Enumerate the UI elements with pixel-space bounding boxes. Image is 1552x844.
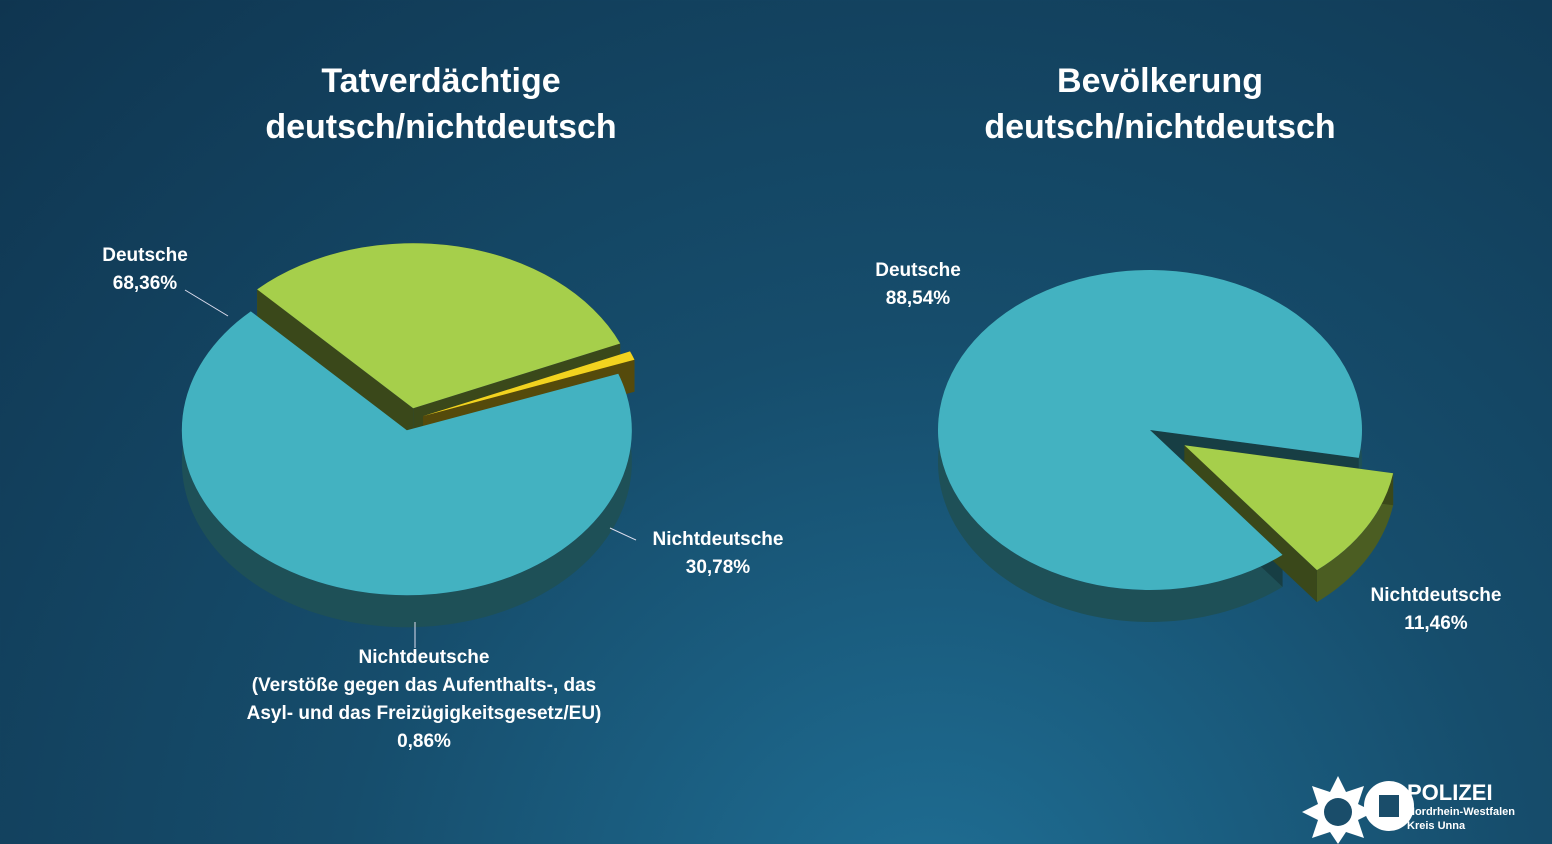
category-label: Deutsche xyxy=(102,245,188,266)
category-label: Deutsche xyxy=(875,260,961,281)
category-label: Nichtdeutsche xyxy=(1370,585,1502,606)
pie-edge xyxy=(1184,445,1317,603)
pie-edge xyxy=(257,289,414,441)
chart-title: Tatverdächtige deutsch/nichtdeutsch xyxy=(265,62,617,146)
value-label: 0,86% xyxy=(397,731,451,752)
leader-line xyxy=(184,289,229,317)
pie-side xyxy=(1316,473,1394,603)
data-label: Deutsche 88,54% xyxy=(708,257,1128,313)
category-label: Nichtdeutsche (Verstöße gegen das Aufent… xyxy=(246,647,602,724)
logo-line: Nordrhein-Westfalen xyxy=(1407,806,1515,818)
category-label: Nichtdeutsche xyxy=(652,529,784,550)
pie-slice xyxy=(257,243,621,409)
pie-slice xyxy=(1184,445,1394,571)
value-label: 88,54% xyxy=(885,288,951,309)
leader-line xyxy=(609,527,637,541)
value-label: 30,78% xyxy=(685,557,751,578)
chart-title: Bevölkerung deutsch/nichtdeutsch xyxy=(984,62,1336,146)
pie-slice xyxy=(423,351,635,417)
data-label: Nichtdeutsche (Verstöße gegen das Aufent… xyxy=(214,644,634,756)
pie-slice xyxy=(938,270,1362,590)
logo-emblem xyxy=(1302,776,1414,844)
data-label: Deutsche 68,36% xyxy=(0,242,355,298)
logo-line: Kreis Unna xyxy=(1407,820,1466,832)
data-label: Nichtdeutsche 30,78% xyxy=(508,526,928,582)
pie-slice xyxy=(181,311,632,596)
data-label: Nichtdeutsche 11,46% xyxy=(1226,582,1552,638)
value-label: 68,36% xyxy=(112,273,178,294)
value-label: 11,46% xyxy=(1404,613,1468,634)
logo-name: POLIZEI xyxy=(1407,780,1493,805)
